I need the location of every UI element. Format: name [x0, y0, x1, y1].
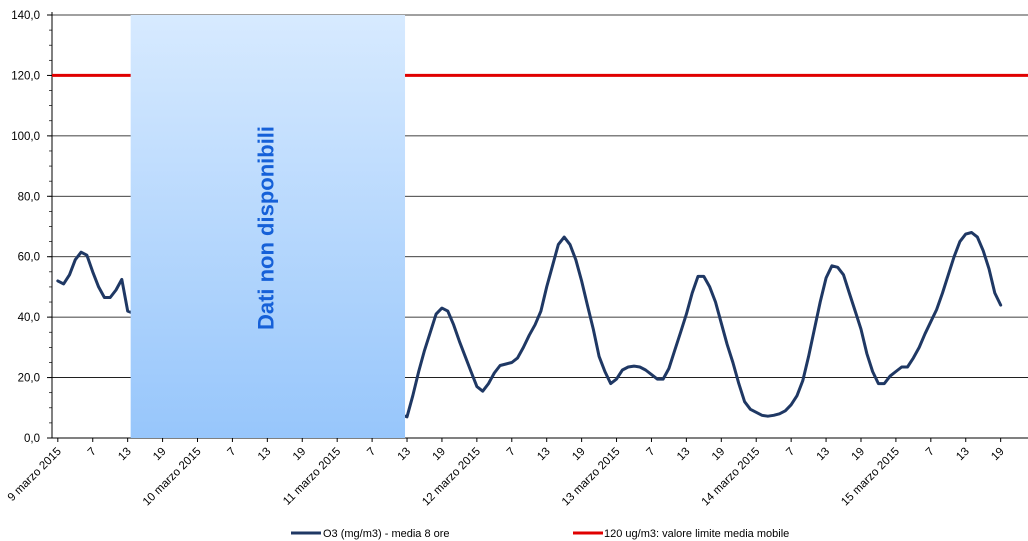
- missing-data-overlay: Dati non disponibili: [130, 15, 406, 438]
- x-tick-label: 13: [116, 446, 134, 464]
- y-tick-label: 140,0: [11, 10, 40, 22]
- y-tick-labels: 0,0 20,0 40,0 60,0 80,0 100,0 120,0 140,0: [11, 10, 52, 445]
- y-tick-label: 120,0: [11, 70, 40, 82]
- x-tick-label: 7: [86, 446, 99, 459]
- y-tick-label: 0,0: [24, 433, 40, 445]
- x-tick-label: 13: [256, 446, 274, 464]
- x-tick-label: 19: [710, 446, 728, 464]
- x-tick-label: 7: [226, 446, 239, 459]
- x-tick-label: 7: [505, 446, 518, 459]
- y-tick-label: 80,0: [18, 191, 40, 203]
- x-tick-label: 7: [924, 446, 937, 459]
- x-tick-label: 7: [645, 446, 658, 459]
- x-tick-label: 19: [291, 446, 309, 464]
- legend: O3 (mg/m3) - media 8 ore 120 ug/m3: valor…: [291, 528, 789, 540]
- x-tick-label: 9 marzo 2015: [6, 446, 64, 504]
- x-tick-label: 19: [989, 446, 1007, 464]
- x-tick-label: 13: [815, 446, 833, 464]
- y-tick-label: 40,0: [18, 312, 40, 324]
- x-tick-label: 13: [675, 446, 693, 464]
- x-tick-label: 19: [431, 446, 449, 464]
- x-tick-label: 13: [396, 446, 414, 464]
- x-tick-label: 19: [850, 446, 868, 464]
- x-tick-label: 19: [151, 446, 169, 464]
- missing-data-label: Dati non disponibili: [254, 126, 279, 330]
- x-tick-label: 13: [954, 446, 972, 464]
- x-tick-label: 13: [535, 446, 553, 464]
- y-tick-label: 60,0: [18, 252, 40, 264]
- o3-series-line: [56, 231, 1003, 419]
- x-tick-label: 7: [784, 446, 797, 459]
- x-tick-label: 7: [365, 446, 378, 459]
- missing-data-box: [130, 15, 406, 438]
- legend-label-limit: 120 ug/m3: valore limite media mobile: [604, 528, 789, 540]
- y-tick-label: 20,0: [18, 373, 40, 385]
- legend-label-o3: O3 (mg/m3) - media 8 ore: [323, 528, 450, 540]
- x-tick-label: 19: [570, 446, 588, 464]
- y-tick-label: 100,0: [11, 131, 40, 143]
